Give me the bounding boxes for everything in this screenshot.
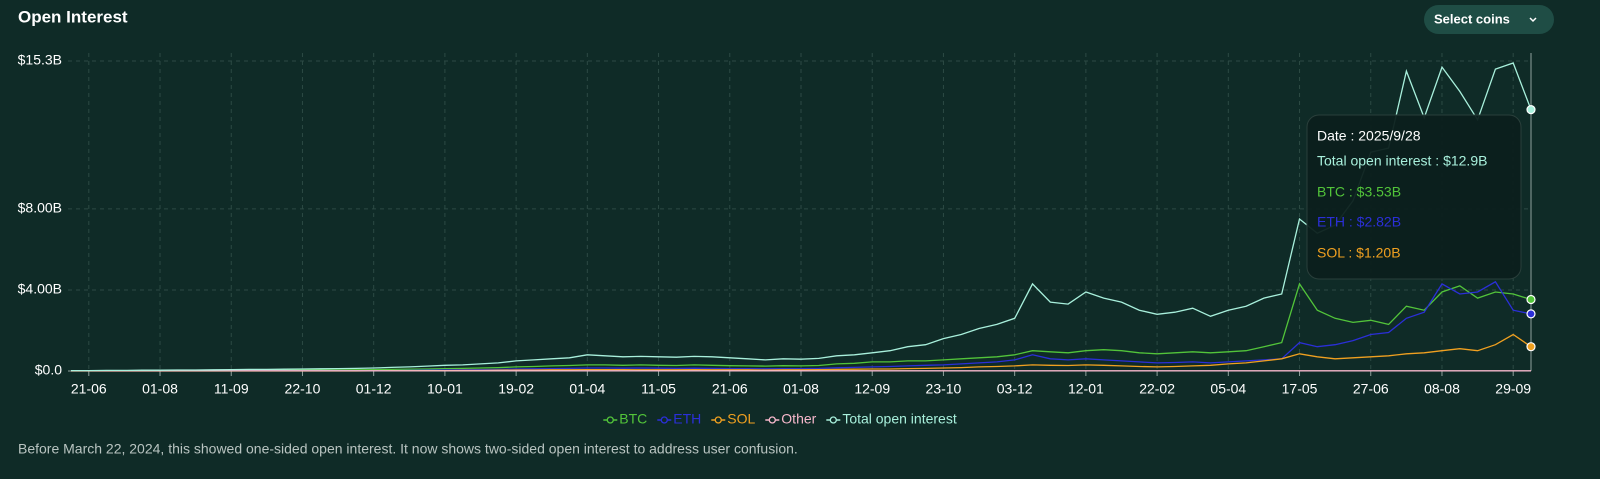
legend-label: Other bbox=[781, 411, 816, 427]
x-tick-label: 01-08 bbox=[783, 381, 819, 397]
tooltip-line: ETH : $2.82B bbox=[1317, 214, 1401, 230]
x-tick-label: 08-08 bbox=[1424, 381, 1460, 397]
y-tick-label: $4.00B bbox=[18, 281, 62, 297]
button-bg[interactable] bbox=[1424, 5, 1554, 34]
x-tick-label: 11-05 bbox=[641, 381, 676, 397]
end-dot bbox=[1526, 105, 1536, 115]
legend: BTC ETH SOL Other Total open interest bbox=[603, 411, 957, 427]
x-tick-label: 12-01 bbox=[1068, 381, 1104, 397]
legend-dot bbox=[660, 416, 668, 424]
legend-dot bbox=[768, 416, 776, 424]
tooltip-line: Total open interest : $12.9B bbox=[1317, 153, 1487, 169]
x-tick-label: 01-12 bbox=[356, 381, 392, 397]
select-coins-button[interactable]: Select coins bbox=[1424, 5, 1554, 34]
x-tick-label: 21-06 bbox=[71, 381, 107, 397]
legend-label: Total open interest bbox=[842, 411, 957, 427]
plot bbox=[71, 62, 1536, 372]
legend-label: ETH bbox=[673, 411, 701, 427]
x-tick-label: 21-06 bbox=[712, 381, 748, 397]
legend-dot bbox=[829, 416, 837, 424]
legend-label: SOL bbox=[727, 411, 755, 427]
tooltip-line: BTC : $3.53B bbox=[1317, 184, 1401, 200]
chevron[interactable] bbox=[1529, 17, 1537, 23]
end-dot bbox=[1526, 342, 1536, 352]
x-tick-label: 05-04 bbox=[1210, 381, 1246, 397]
series-line bbox=[71, 62, 1532, 372]
x-tick-label: 19-02 bbox=[498, 381, 534, 397]
x-tick-label: 01-04 bbox=[569, 381, 605, 397]
x-tick-label: 11-09 bbox=[214, 381, 249, 397]
chart-title: Open Interest bbox=[18, 7, 128, 26]
x-tick-label: 27-06 bbox=[1353, 381, 1389, 397]
x-tick-label: 17-05 bbox=[1282, 381, 1318, 397]
footnote: Before March 22, 2024, this showed one-s… bbox=[18, 441, 798, 457]
x-tick-label: 29-09 bbox=[1495, 381, 1531, 397]
x-tick-label: 03-12 bbox=[997, 381, 1033, 397]
legend-item: SOL bbox=[711, 411, 756, 427]
legend-dot bbox=[714, 416, 722, 424]
tooltip-line: SOL : $1.20B bbox=[1317, 245, 1401, 261]
end-dot bbox=[1526, 309, 1536, 319]
x-tick-label: 23-10 bbox=[926, 381, 962, 397]
x-tick-label: 22-02 bbox=[1139, 381, 1175, 397]
tooltip-date: Date : 2025/9/28 bbox=[1317, 128, 1421, 144]
x-tick-label: 12-09 bbox=[854, 381, 890, 397]
legend-dot bbox=[606, 416, 614, 424]
legend-item: ETH bbox=[657, 411, 701, 427]
legend-item: Other bbox=[765, 411, 817, 427]
series-line bbox=[71, 282, 1532, 372]
legend-item: Total open interest bbox=[826, 411, 957, 427]
tooltip: Date : 2025/9/28 Total open interest : $1… bbox=[1306, 114, 1522, 280]
y-tick-label: $15.3B bbox=[18, 52, 62, 68]
x-tick-label: 10-01 bbox=[427, 381, 463, 397]
legend-label: BTC bbox=[619, 411, 647, 427]
y-tick-label: $0.0 bbox=[35, 362, 62, 378]
y-tick-label: $8.00B bbox=[18, 200, 62, 216]
x-tick-label: 22-10 bbox=[285, 381, 321, 397]
legend-item: BTC bbox=[603, 411, 647, 427]
end-dot bbox=[1526, 294, 1536, 305]
tooltip-box bbox=[1306, 114, 1522, 280]
button-label[interactable]: Select coins bbox=[1434, 11, 1510, 26]
x-tick-label: 01-08 bbox=[142, 381, 178, 397]
